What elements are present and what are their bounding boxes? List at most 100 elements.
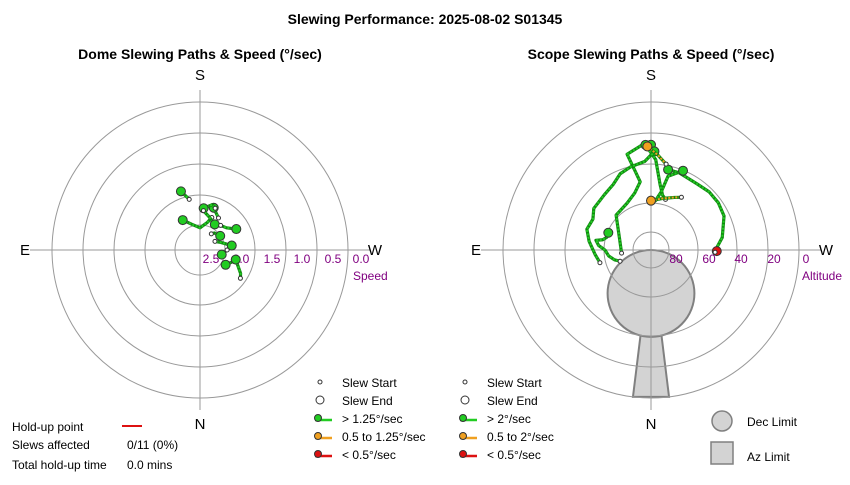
scope-slew-start-point: [646, 195, 656, 206]
dome-legend-dot: [314, 432, 322, 440]
holdup-label-slews: Slews affected: [12, 438, 90, 452]
dome-radial-tick-label: 0.5: [325, 252, 342, 266]
scope-grid: [481, 90, 821, 410]
scope-compass-bottom: N: [646, 416, 657, 433]
dome-grid: [30, 90, 370, 410]
scope-slew-start-point: [678, 165, 689, 176]
dec-limit-legend-marker: [711, 410, 733, 432]
dome-slew-end-point: [224, 247, 230, 253]
dome-slew-start-point: [231, 224, 242, 235]
dome-slew-start-point: [230, 254, 241, 265]
dome-radial-tick-label: 2.5: [203, 252, 220, 266]
dome-slew-end-point: [212, 238, 218, 244]
scope-radial-tick-label: 80: [669, 252, 683, 266]
scope-slew-start-point: [603, 227, 614, 238]
dome-compass-bottom: N: [195, 416, 206, 433]
dome-polar-chart: Dome Slewing Paths & Speed (°/sec) S N E…: [20, 46, 426, 462]
holdup-label-point: Hold-up point: [12, 420, 84, 434]
dome-slew-end-point: [216, 215, 221, 221]
holdup-value-time: 0.0 mins: [127, 458, 172, 472]
scope-radial-tick-label: 40: [734, 252, 748, 266]
dome-slew-path: [182, 216, 213, 229]
scope-compass-right: W: [819, 242, 834, 259]
dome-slew-start-point: [226, 240, 237, 251]
scope-slew-path-outline: [649, 195, 684, 203]
scope-legend-label: Slew Start: [487, 376, 542, 390]
scope-slew-path: [615, 143, 652, 254]
dome-slew-start-point: [216, 249, 227, 260]
dome-slew-start-point: [175, 186, 186, 197]
dome-slew-end-point: [186, 196, 192, 202]
dome-compass-right: W: [368, 242, 383, 259]
dome-slew-start-point: [177, 215, 188, 226]
dome-legend-label: Slew End: [342, 394, 393, 408]
dome-radial-tick-label: 1.0: [294, 252, 311, 266]
dec-limit-legend-label: Dec Limit: [747, 415, 798, 429]
scope-slew-end-point: [678, 194, 684, 200]
dome-legend: Slew Start Slew End > 1.25°/sec 0.5 to 1.25…: [314, 376, 426, 462]
holdup-label-time: Total hold-up time: [12, 458, 107, 472]
scope-legend-dot: [459, 450, 467, 458]
scope-chart-title: Scope Slewing Paths & Speed (°/sec): [528, 46, 775, 62]
dome-legend-label: 0.5 to 1.25°/sec: [342, 430, 426, 444]
scope-radial-tick-label: 0: [803, 252, 810, 266]
dome-compass-top: S: [195, 67, 205, 84]
scope-slew-end-point: [619, 250, 625, 256]
dome-radial-axis-label: Speed: [353, 269, 388, 283]
scope-limit-legend: Dec Limit Az Limit: [710, 410, 798, 465]
dome-legend-label: > 1.25°/sec: [342, 412, 403, 426]
dome-slew-path: [212, 207, 220, 219]
dome-legend-label: < 0.5°/sec: [342, 448, 396, 462]
scope-slew-path: [585, 150, 656, 264]
holdup-value-slews: 0/11 (0%): [127, 438, 178, 452]
scope-radial-tick-label: 60: [702, 252, 716, 266]
dome-slew-end-point: [200, 208, 206, 214]
az-limit-legend-label: Az Limit: [747, 450, 790, 464]
dome-chart-title: Dome Slewing Paths & Speed (°/sec): [78, 46, 322, 62]
dome-slew-end-point: [212, 205, 218, 211]
scope-compass-top: S: [646, 67, 656, 84]
scope-legend-end-marker: [460, 395, 470, 405]
scope-slew-end-point: [712, 249, 718, 255]
scope-radial-axis-label: Altitude: [802, 269, 842, 283]
scope-slew-end-point: [597, 260, 603, 266]
dome-legend-end-marker: [315, 395, 325, 405]
scope-radial-tick-label: 20: [767, 252, 781, 266]
scope-slew-start-point: [642, 141, 653, 152]
dome-slew-end-point: [218, 222, 224, 228]
az-limit-legend-marker: [710, 441, 734, 465]
scope-legend-dot: [459, 432, 467, 440]
scope-slew-path: [644, 144, 667, 200]
dome-slew-start-point: [215, 230, 226, 241]
dome-radial-tick-label: 1.5: [264, 252, 281, 266]
dome-legend-start-marker: [317, 379, 323, 385]
figure-title: Slewing Performance: 2025-08-02 S01345: [288, 11, 563, 27]
scope-slew-path: [594, 232, 621, 263]
dome-slew-end-point: [237, 275, 243, 281]
dome-radial-ticks: 2.5 2.0 1.5 1.0 0.5 0.0: [203, 252, 370, 266]
holdup-stats: Hold-up point Slews affected 0/11 (0%) T…: [12, 420, 178, 472]
scope-legend-dot: [459, 414, 467, 422]
dome-slew-start-point: [209, 219, 220, 230]
dome-slew-end-point: [208, 231, 214, 237]
dome-compass-left: E: [20, 242, 30, 259]
scope-legend-start-marker: [462, 379, 468, 385]
dome-radial-tick-label: 0.0: [353, 252, 370, 266]
scope-slew-path: [667, 168, 726, 253]
scope-slew-paths: [585, 139, 726, 266]
scope-legend-label: < 0.5°/sec: [487, 448, 541, 462]
scope-legend: Slew Start Slew End > 2°/sec 0.5 to 2°/sec <…: [459, 376, 554, 462]
dome-slew-paths: [175, 186, 243, 281]
scope-compass-left: E: [471, 242, 481, 259]
scope-slew-end-point: [663, 161, 669, 167]
scope-legend-label: 0.5 to 2°/sec: [487, 430, 554, 444]
scope-radial-ticks: 80 60 40 20 0: [669, 252, 809, 266]
scope-legend-label: Slew End: [487, 394, 538, 408]
dome-legend-label: Slew Start: [342, 376, 397, 390]
scope-polar-chart: Scope Slewing Paths & Speed (°/sec) S N …: [459, 46, 842, 465]
scope-slew-start-point: [663, 164, 674, 175]
dome-legend-dot: [314, 414, 322, 422]
dome-slew-path: [202, 210, 216, 225]
